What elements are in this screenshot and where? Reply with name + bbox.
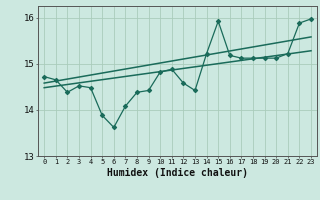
Point — [239, 57, 244, 60]
Point — [285, 52, 290, 55]
Point — [216, 20, 221, 23]
Point — [297, 21, 302, 25]
X-axis label: Humidex (Indice chaleur): Humidex (Indice chaleur) — [107, 168, 248, 178]
Point — [134, 91, 140, 94]
Point — [76, 84, 82, 87]
Point — [88, 86, 93, 89]
Point — [123, 105, 128, 108]
Point — [227, 54, 232, 57]
Point — [274, 57, 279, 60]
Point — [251, 57, 256, 60]
Point — [204, 52, 209, 55]
Point — [146, 89, 151, 92]
Point — [181, 81, 186, 85]
Point — [169, 68, 174, 71]
Point — [158, 70, 163, 74]
Point — [42, 75, 47, 78]
Point — [100, 114, 105, 117]
Point — [308, 17, 314, 21]
Point — [53, 78, 58, 81]
Point — [111, 126, 116, 129]
Point — [262, 57, 267, 60]
Point — [192, 89, 197, 92]
Point — [65, 91, 70, 94]
